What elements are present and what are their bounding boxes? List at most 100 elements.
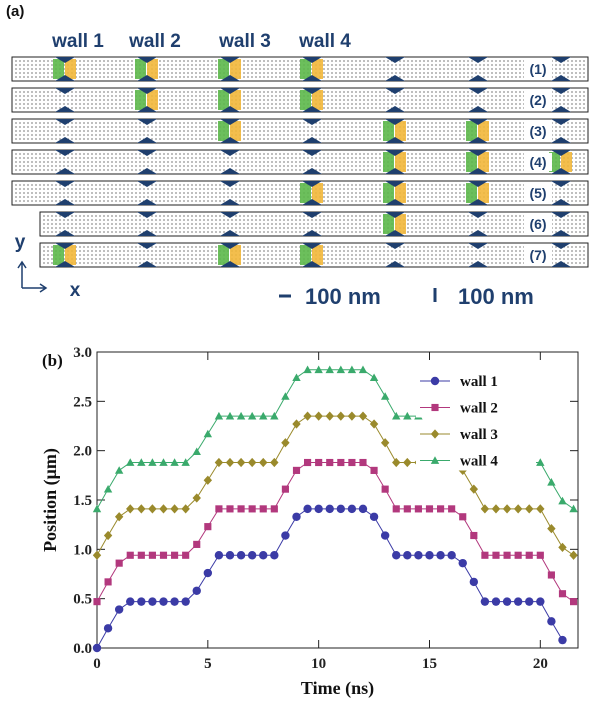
marker xyxy=(381,485,389,493)
marker xyxy=(259,551,268,560)
legend-bg xyxy=(416,424,536,444)
marker xyxy=(171,551,179,559)
marker xyxy=(480,597,490,606)
notch xyxy=(302,181,322,187)
wall-yellow xyxy=(147,59,158,79)
marker xyxy=(281,392,290,400)
notch xyxy=(137,150,157,156)
marker xyxy=(215,505,223,513)
notch xyxy=(55,243,75,249)
notch xyxy=(220,199,240,205)
marker xyxy=(491,597,501,606)
marker xyxy=(270,551,279,560)
marker xyxy=(214,457,224,468)
marker xyxy=(525,551,533,559)
marker xyxy=(347,365,357,374)
marker xyxy=(159,504,168,514)
row-label-bg xyxy=(524,215,552,233)
wall-yellow xyxy=(312,245,323,265)
wall-yellow xyxy=(478,121,489,141)
marker xyxy=(425,505,434,513)
marker xyxy=(170,597,179,606)
wall-green xyxy=(466,183,477,203)
wall-green xyxy=(135,59,146,79)
scale-label: 100 nm xyxy=(305,284,381,309)
marker xyxy=(270,411,279,420)
marker xyxy=(192,447,201,456)
marker xyxy=(292,419,301,429)
wall-green xyxy=(549,152,560,172)
marker xyxy=(448,505,456,513)
row-label: (2) xyxy=(529,92,546,108)
marker xyxy=(193,540,201,548)
marker xyxy=(270,505,278,513)
marker xyxy=(536,551,544,559)
wall-yellow xyxy=(230,245,241,265)
notch xyxy=(551,57,571,63)
marker xyxy=(303,504,312,514)
marker xyxy=(414,551,423,560)
marker xyxy=(104,578,112,586)
marker xyxy=(115,559,123,567)
marker xyxy=(459,513,467,521)
x-tick-label: 20 xyxy=(533,656,548,672)
legend-marker xyxy=(431,403,439,412)
axis-x-label: x xyxy=(70,280,81,301)
legend-marker xyxy=(430,429,440,439)
marker xyxy=(192,493,201,503)
wall-yellow xyxy=(147,90,158,110)
notch xyxy=(220,230,240,236)
notch xyxy=(551,261,571,267)
marker xyxy=(380,438,390,448)
marker xyxy=(126,458,135,466)
notch xyxy=(385,88,405,94)
marker xyxy=(137,504,146,514)
wall-green xyxy=(300,90,311,110)
notch xyxy=(468,243,488,249)
notch xyxy=(302,88,322,94)
marker xyxy=(181,597,190,606)
marker xyxy=(547,523,556,534)
wall-green xyxy=(218,90,229,110)
marker xyxy=(192,586,201,595)
marker xyxy=(370,466,378,474)
marker xyxy=(358,365,368,374)
wall-label: wall 1 xyxy=(51,31,104,52)
notch xyxy=(137,261,157,267)
row-label: (7) xyxy=(529,247,546,263)
marker xyxy=(558,635,567,645)
wall-yellow xyxy=(478,152,489,172)
marker xyxy=(525,504,534,514)
notch xyxy=(55,181,75,187)
marker xyxy=(469,484,479,494)
marker xyxy=(137,551,145,559)
row-label-bg xyxy=(524,153,552,171)
marker xyxy=(403,457,412,468)
marker xyxy=(359,458,367,467)
marker xyxy=(137,458,146,466)
notch xyxy=(220,88,240,94)
row-label: (3) xyxy=(529,123,546,139)
marker xyxy=(547,617,556,626)
y-tick-label: 3.0 xyxy=(73,345,92,361)
marker xyxy=(126,597,135,606)
notch xyxy=(551,150,571,156)
legend-marker xyxy=(430,456,440,464)
legend-bg xyxy=(416,371,536,391)
notch xyxy=(468,168,488,174)
marker xyxy=(225,457,235,468)
marker xyxy=(159,458,168,466)
legend-bg xyxy=(416,397,536,418)
marker xyxy=(547,478,556,486)
marker xyxy=(114,466,124,474)
wall-label: wall 3 xyxy=(218,31,271,52)
marker xyxy=(325,411,334,421)
marker xyxy=(237,505,245,513)
marker xyxy=(470,531,478,540)
marker xyxy=(348,458,356,467)
wall-green xyxy=(300,59,311,79)
notch xyxy=(468,106,488,112)
notch xyxy=(220,181,240,187)
marker xyxy=(491,504,501,514)
notch xyxy=(302,168,322,174)
